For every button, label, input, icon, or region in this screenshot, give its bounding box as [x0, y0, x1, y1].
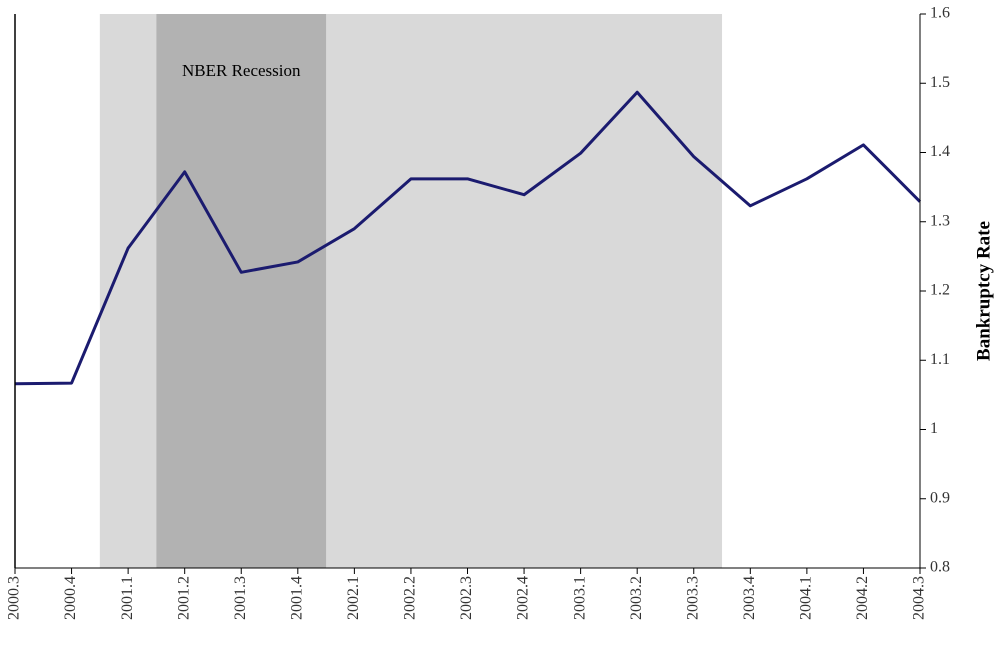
- region-label: NBER Recession: [182, 61, 301, 80]
- x-tick-label: 2002.4: [515, 576, 532, 620]
- x-tick-label: 2003.1: [571, 576, 588, 620]
- x-tick-label: 2003.3: [684, 576, 701, 620]
- x-tick-label: 2003.4: [741, 576, 758, 620]
- y-tick-label: 1.6: [930, 5, 950, 22]
- x-tick-label: 2001.3: [232, 576, 249, 620]
- x-tick-label: 2001.2: [175, 576, 192, 620]
- shaded-region: [156, 14, 327, 568]
- plot: [14, 90, 922, 386]
- x-tick-label: 2002.1: [345, 576, 362, 620]
- x-tick-label: 2004.2: [854, 576, 871, 620]
- y-tick-label: 1.4: [930, 143, 950, 160]
- y-tick-label: 0.9: [930, 489, 950, 506]
- line-series: [14, 90, 922, 386]
- axes: 0.8 0.9 1 1.1 1.2 1.3 1.4 1.5 1.6 2000.3 2000.4 200…: [6, 5, 950, 620]
- regions: NBER Recession: [99, 14, 723, 568]
- y-tick-label: 1.3: [930, 212, 950, 229]
- y-axis-label: Bankruptcy Rate: [973, 221, 994, 361]
- x-tick-label: 2004.1: [798, 576, 815, 620]
- x-tick-label: 2003.2: [628, 576, 645, 620]
- x-tick-label: 2004.3: [911, 576, 928, 620]
- x-tick-label: 2002.2: [402, 576, 419, 620]
- y-tick-label: 1: [930, 420, 938, 437]
- y-tick-label: 1.2: [930, 282, 950, 299]
- y-tick-label: 1.1: [930, 351, 950, 368]
- x-tick-label: 2002.3: [458, 576, 475, 620]
- x-tick-label: 2000.3: [6, 576, 23, 620]
- x-tick-label: 2000.4: [62, 576, 79, 620]
- y-tick-label: 1.5: [930, 74, 950, 91]
- x-tick-label: 2001.4: [288, 576, 305, 620]
- y-tick-label: 0.8: [930, 559, 950, 576]
- x-tick-label: 2001.1: [119, 576, 136, 620]
